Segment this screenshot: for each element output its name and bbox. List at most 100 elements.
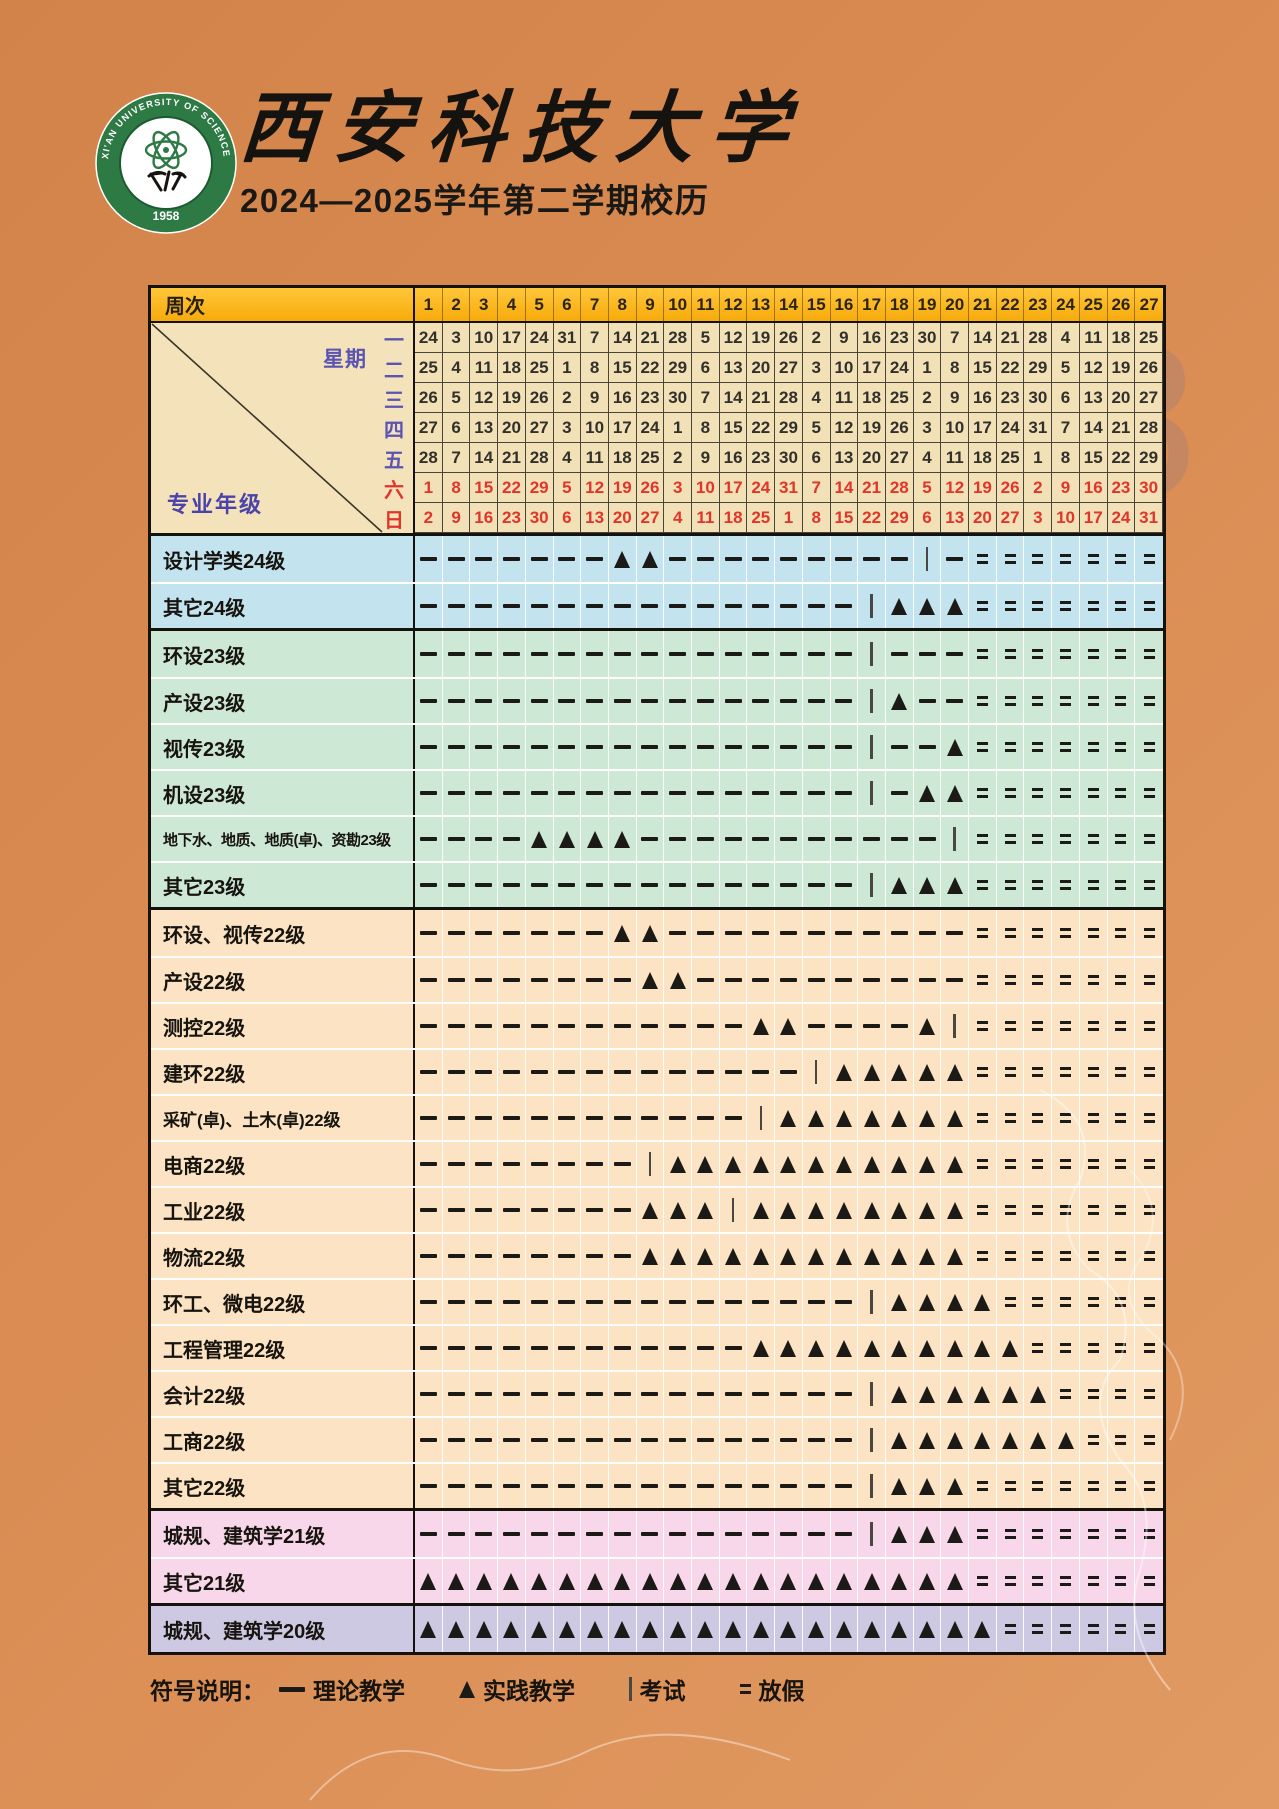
symbol-cell-holiday — [1107, 1234, 1136, 1278]
theory-icon — [419, 1391, 437, 1397]
date-cell: 25 — [996, 443, 1025, 473]
date-cell: 10 — [581, 413, 609, 443]
symbol-cell-theory — [470, 910, 499, 956]
theory-icon — [807, 651, 825, 657]
holiday-icon — [1004, 1297, 1016, 1307]
holiday-icon — [1143, 1389, 1155, 1399]
holiday-icon — [1060, 696, 1072, 706]
program-symbol-grid — [415, 536, 1163, 582]
theory-icon — [890, 930, 908, 936]
symbol-cell-practice — [608, 817, 637, 861]
practice-icon — [669, 1620, 686, 1638]
theory-icon — [752, 1391, 770, 1397]
date-cell: 28 — [775, 383, 803, 413]
theory-icon — [946, 977, 964, 983]
symbol-cell-practice — [636, 536, 665, 582]
symbol-cell-holiday — [1079, 1004, 1108, 1048]
symbol-cell-exam — [858, 1280, 886, 1324]
symbol-cell-holiday — [969, 584, 997, 628]
holiday-icon — [976, 1113, 988, 1123]
symbol-cell-theory — [442, 1511, 471, 1557]
theory-icon — [724, 1391, 742, 1397]
symbol-cell-holiday — [969, 863, 997, 907]
theory-icon — [447, 1437, 465, 1443]
symbol-cell-holiday — [1107, 725, 1136, 769]
date-cell: 12 — [830, 413, 859, 443]
theory-icon — [613, 1391, 631, 1397]
holiday-icon — [976, 834, 988, 844]
date-cell: 19 — [969, 473, 997, 503]
date-cell: 26 — [415, 383, 443, 413]
theory-icon — [419, 1531, 437, 1537]
program-label: 产设23级 — [151, 679, 415, 723]
exam-icon — [870, 1522, 873, 1546]
program-row: 其它23级 — [151, 861, 1163, 907]
symbol-cell-holiday — [1052, 1559, 1080, 1603]
program-row: 城规、建筑学20级 — [151, 1606, 1163, 1652]
symbol-cell-theory — [719, 958, 748, 1002]
symbol-cell-theory — [498, 1511, 526, 1557]
theory-icon — [724, 1437, 742, 1443]
theory-icon — [863, 1023, 881, 1029]
theory-icon — [641, 698, 659, 704]
symbol-cell-theory — [608, 1188, 637, 1232]
theory-icon — [724, 836, 742, 842]
theory-icon — [558, 1345, 576, 1351]
symbol-cell-theory — [525, 1096, 554, 1140]
program-block-green: 环设23级 产设23级 视传23级 机设23级 地下水、地质、地质(卓)、资勘23级 其它… — [151, 631, 1163, 910]
symbol-cell-practice — [830, 1050, 859, 1094]
theory-icon — [419, 1437, 437, 1443]
program-label: 产设22级 — [151, 958, 415, 1002]
symbol-cell-theory — [553, 1004, 582, 1048]
symbol-cell-practice — [775, 1559, 803, 1603]
symbol-cell-theory — [442, 1096, 471, 1140]
program-row: 产设23级 — [151, 677, 1163, 723]
theory-icon — [835, 744, 853, 750]
theory-icon — [779, 1483, 797, 1489]
holiday-icon — [1060, 1624, 1072, 1634]
practice-icon — [891, 1293, 908, 1311]
symbol-cell-holiday — [996, 679, 1025, 723]
symbol-cell-theory — [802, 1418, 831, 1462]
symbol-cell-theory — [608, 1142, 637, 1186]
theory-icon — [530, 1069, 548, 1075]
theory-icon — [475, 1299, 493, 1305]
date-cell: 29 — [885, 503, 914, 533]
theory-icon — [447, 651, 465, 657]
symbol-cell-holiday — [1052, 1142, 1080, 1186]
holiday-icon — [1115, 554, 1127, 564]
symbol-cell-holiday — [1107, 910, 1136, 956]
symbol-cell-theory — [553, 1418, 582, 1462]
program-label: 设计学类24级 — [151, 536, 415, 582]
symbol-cell-theory — [913, 910, 942, 956]
theory-icon — [613, 603, 631, 609]
theory-icon — [447, 1023, 465, 1029]
symbol-cell-theory — [470, 1326, 499, 1370]
symbol-cell-holiday — [1079, 1464, 1108, 1508]
practice-icon — [891, 1431, 908, 1449]
symbol-cell-holiday — [1107, 1050, 1136, 1094]
symbol-cell-holiday — [996, 1142, 1025, 1186]
symbol-cell-theory — [636, 863, 665, 907]
theory-icon — [586, 698, 604, 704]
theory-icon — [669, 1023, 687, 1029]
theory-icon — [502, 1345, 520, 1351]
symbol-cell-holiday — [1135, 584, 1163, 628]
theory-icon — [918, 744, 936, 750]
symbol-cell-theory — [636, 1372, 665, 1416]
theory-icon — [530, 1161, 548, 1167]
theory-icon — [669, 1299, 687, 1305]
holiday-icon — [976, 742, 988, 752]
symbol-cell-practice — [830, 1559, 859, 1603]
symbol-cell-theory — [498, 1188, 526, 1232]
symbol-cell-holiday — [969, 1188, 997, 1232]
symbol-cell-theory — [775, 1050, 803, 1094]
symbol-cell-exam — [941, 1004, 970, 1048]
practice-icon — [614, 1572, 631, 1590]
symbol-cell-holiday — [1024, 1142, 1053, 1186]
theory-icon — [586, 1253, 604, 1259]
symbol-cell-holiday — [996, 958, 1025, 1002]
practice-icon — [558, 830, 575, 848]
program-block-pink: 城规、建筑学21级 其它21级 — [151, 1511, 1163, 1606]
holiday-icon — [1004, 1159, 1016, 1169]
